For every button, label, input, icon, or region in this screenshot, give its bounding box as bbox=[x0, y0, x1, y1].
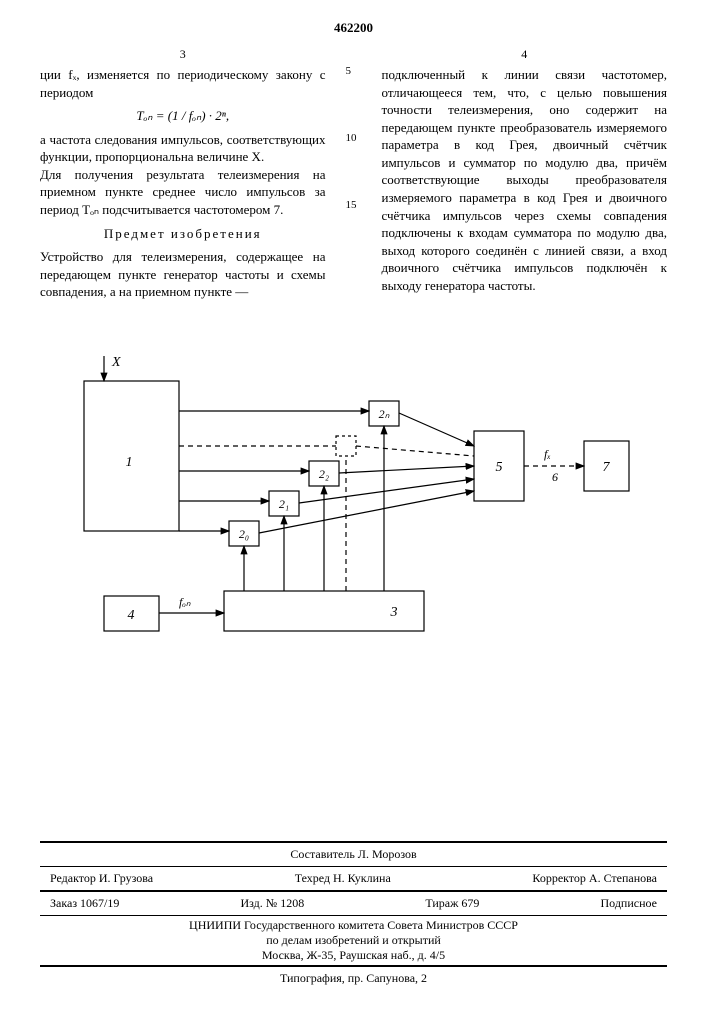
block-5-label: 5 bbox=[495, 460, 502, 475]
line-numbers: 5 10 15 bbox=[346, 46, 362, 301]
patent-number: 462200 bbox=[40, 20, 667, 36]
footer-addr: Москва, Ж-35, Раушская наб., д. 4/5 bbox=[40, 948, 667, 963]
block-2-1-label: 2₁ bbox=[278, 497, 288, 511]
footer-corrector: Корректор А. Степанова bbox=[532, 871, 657, 886]
block-4-label: 4 bbox=[127, 608, 134, 623]
left-column: 3 ции fₓ, изменяется по периодическому з… bbox=[40, 46, 326, 301]
footer-typo: Типография, пр. Сапунова, 2 bbox=[40, 967, 667, 990]
block-2-n-label: 2ₙ bbox=[378, 407, 389, 421]
six-label: 6 bbox=[552, 470, 558, 484]
footer-techred: Техред Н. Куклина bbox=[295, 871, 391, 886]
footer-izd: Изд. № 1208 bbox=[240, 896, 304, 911]
col-num-left: 3 bbox=[40, 46, 326, 62]
block-2-2-label: 2₂ bbox=[318, 467, 328, 481]
fx-label: fₓ bbox=[544, 447, 551, 461]
section-title: Предмет изобретения bbox=[40, 225, 326, 243]
ln-10: 10 bbox=[346, 131, 362, 146]
formula: Tₒₙ = (1 / fₒₙ) · 2ⁿ, bbox=[40, 107, 326, 125]
footer-org1: ЦНИИПИ Государственного комитета Совета … bbox=[40, 918, 667, 933]
ln-15: 15 bbox=[346, 198, 362, 213]
left-p2: а частота следования импульсов, соответс… bbox=[40, 131, 326, 166]
left-p1: ции fₓ, изменяется по периодическому зак… bbox=[40, 67, 326, 100]
input-x-label: X bbox=[111, 355, 121, 370]
ln-5: 5 bbox=[346, 64, 362, 79]
right-column: 4 подключенный к линии связи частотомер,… bbox=[382, 46, 668, 301]
fop-label: fₒₙ bbox=[179, 595, 191, 609]
left-p5: Устройство для телеизмерения, содержащее… bbox=[40, 248, 326, 301]
block-2-0-label: 2₀ bbox=[238, 527, 248, 541]
footer-subscr: Подписное bbox=[601, 896, 658, 911]
col-num-right: 4 bbox=[382, 46, 668, 62]
footer-tirazh: Тираж 679 bbox=[425, 896, 479, 911]
block-7-label: 7 bbox=[602, 460, 610, 475]
block-1-label: 1 bbox=[125, 455, 132, 470]
footer-editor: Редактор И. Грузова bbox=[50, 871, 153, 886]
text-columns: 3 ции fₓ, изменяется по периодическому з… bbox=[40, 46, 667, 301]
block-diagram: 1 X 3 4 fₒₙ 2₀ 2₁ 2₂ 2ₙ bbox=[74, 351, 634, 661]
footer-order: Заказ 1067/19 bbox=[50, 896, 119, 911]
footer-org2: по делам изобретений и открытий bbox=[40, 933, 667, 948]
right-p1: подключенный к линии связи частотомер, о… bbox=[382, 67, 668, 293]
left-p3: Для получения результата телеизмерения н… bbox=[40, 166, 326, 219]
block-dots bbox=[336, 436, 356, 456]
footer-composer: Составитель Л. Морозов bbox=[40, 843, 667, 867]
footer: Составитель Л. Морозов Редактор И. Грузо… bbox=[40, 841, 667, 990]
block-3-label: 3 bbox=[389, 605, 397, 620]
